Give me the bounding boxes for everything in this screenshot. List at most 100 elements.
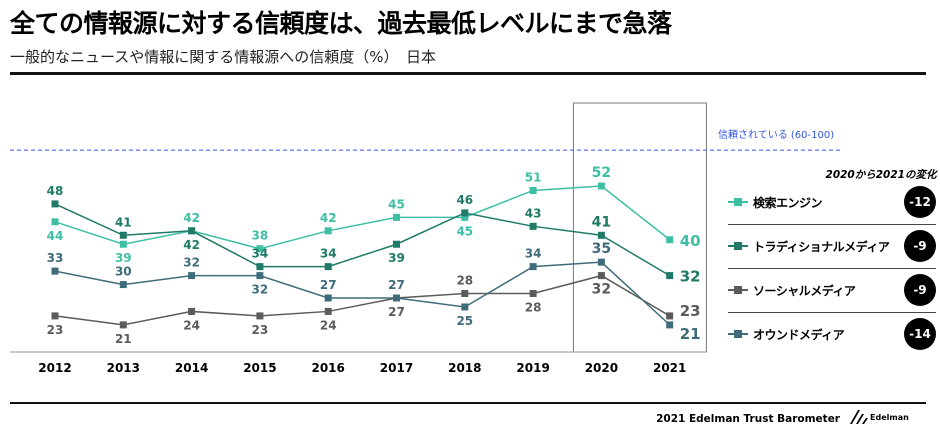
edelman-logo-icon xyxy=(850,410,868,424)
x-tick-label: 2019 xyxy=(516,361,549,375)
data-point xyxy=(324,263,332,271)
data-label: 41 xyxy=(115,215,132,229)
data-label: 52 xyxy=(592,165,611,181)
data-label: 39 xyxy=(115,251,132,265)
legend-item: オウンドメディア -14 xyxy=(728,312,936,356)
legend-divider xyxy=(728,224,936,225)
data-point xyxy=(461,209,469,217)
legend-swatch-icon xyxy=(728,330,748,338)
change-badge: -9 xyxy=(904,230,936,262)
data-label: 45 xyxy=(456,224,473,238)
data-point xyxy=(597,231,605,239)
data-label: 32 xyxy=(592,282,611,298)
data-label: 25 xyxy=(456,314,473,328)
footer-rule xyxy=(10,402,926,404)
change-badge: -12 xyxy=(904,186,936,218)
data-label: 43 xyxy=(525,206,542,220)
data-label: 30 xyxy=(115,265,132,279)
data-point xyxy=(529,186,537,194)
footer-text: 2021 Edelman Trust Barometer xyxy=(656,413,840,425)
data-point xyxy=(666,321,674,329)
legend-divider xyxy=(728,312,936,313)
data-point xyxy=(529,222,537,230)
legend-label: ソーシャルメディア xyxy=(753,283,856,298)
x-tick-label: 2016 xyxy=(311,361,344,375)
data-label: 23 xyxy=(252,323,269,337)
data-point xyxy=(666,236,674,244)
data-point xyxy=(324,307,332,315)
data-label: 28 xyxy=(456,274,473,288)
data-point xyxy=(256,263,264,271)
data-label: 33 xyxy=(47,251,64,265)
data-point xyxy=(666,312,674,320)
edelman-logo: Edelman xyxy=(848,408,909,426)
data-label: 32 xyxy=(680,268,701,286)
x-tick-label: 2012 xyxy=(38,361,71,375)
data-point xyxy=(393,294,400,302)
data-label: 40 xyxy=(680,232,701,250)
change-badge: -14 xyxy=(904,318,936,350)
reference-label: 信頼されている (60-100) xyxy=(718,129,834,141)
legend-label: オウンドメディア xyxy=(753,327,845,342)
legend-item: トラディショナルメディア -9 xyxy=(728,224,936,268)
data-point xyxy=(51,218,59,226)
legend-swatch-icon xyxy=(728,242,748,250)
data-label: 24 xyxy=(183,318,200,332)
data-label: 44 xyxy=(47,229,64,243)
series-line-1 xyxy=(54,203,671,277)
data-label: 39 xyxy=(388,251,405,265)
data-point xyxy=(529,290,537,298)
legend-swatch-icon xyxy=(728,198,748,206)
logo-text: Edelman xyxy=(870,412,909,422)
legend-divider xyxy=(728,268,936,269)
legend-header: 2020から2021の変化 xyxy=(825,169,937,181)
data-point xyxy=(119,321,127,329)
data-point xyxy=(597,272,605,280)
change-badge: -9 xyxy=(904,274,936,306)
x-tick-label: 2020 xyxy=(585,361,618,375)
data-label: 27 xyxy=(388,305,405,319)
x-tick-label: 2014 xyxy=(175,361,208,375)
data-label: 42 xyxy=(320,211,337,225)
x-tick-label: 2021 xyxy=(653,361,686,375)
data-point xyxy=(188,227,196,235)
legend-label: 検索エンジン xyxy=(753,195,823,210)
header-rule xyxy=(10,72,926,75)
data-point xyxy=(529,263,537,271)
data-label: 34 xyxy=(252,247,269,261)
data-point xyxy=(461,303,469,311)
data-label: 23 xyxy=(680,302,701,320)
data-point xyxy=(119,231,127,239)
data-label: 35 xyxy=(592,241,611,257)
data-label: 34 xyxy=(525,247,542,261)
data-point xyxy=(51,312,59,320)
data-point xyxy=(188,307,196,315)
data-label: 21 xyxy=(115,332,132,346)
data-point xyxy=(324,294,332,302)
legend-label: トラディショナルメディア xyxy=(753,239,890,254)
data-label: 28 xyxy=(525,301,542,315)
page-title: 全ての情報源に対する信頼度は、過去最低レベルにまで急落 xyxy=(10,9,672,38)
data-point xyxy=(188,272,196,280)
data-label: 38 xyxy=(252,229,269,243)
data-label: 24 xyxy=(320,318,337,332)
data-label: 32 xyxy=(252,283,269,297)
data-point xyxy=(393,240,400,248)
data-point xyxy=(119,281,127,289)
data-point xyxy=(597,182,605,190)
data-label: 41 xyxy=(592,214,611,230)
data-point xyxy=(256,312,264,320)
legend-item: 検索エンジン -12 xyxy=(728,180,936,224)
data-label: 23 xyxy=(47,323,64,337)
data-label: 51 xyxy=(525,170,542,184)
data-label: 46 xyxy=(456,193,473,207)
x-tick-label: 2018 xyxy=(448,361,481,375)
legend-item: ソーシャルメディア -9 xyxy=(728,268,936,312)
data-label: 48 xyxy=(47,184,64,198)
x-tick-label: 2015 xyxy=(243,361,276,375)
data-point xyxy=(51,267,59,275)
data-point xyxy=(461,213,469,221)
data-point xyxy=(461,290,469,298)
x-tick-label: 2017 xyxy=(380,361,413,375)
